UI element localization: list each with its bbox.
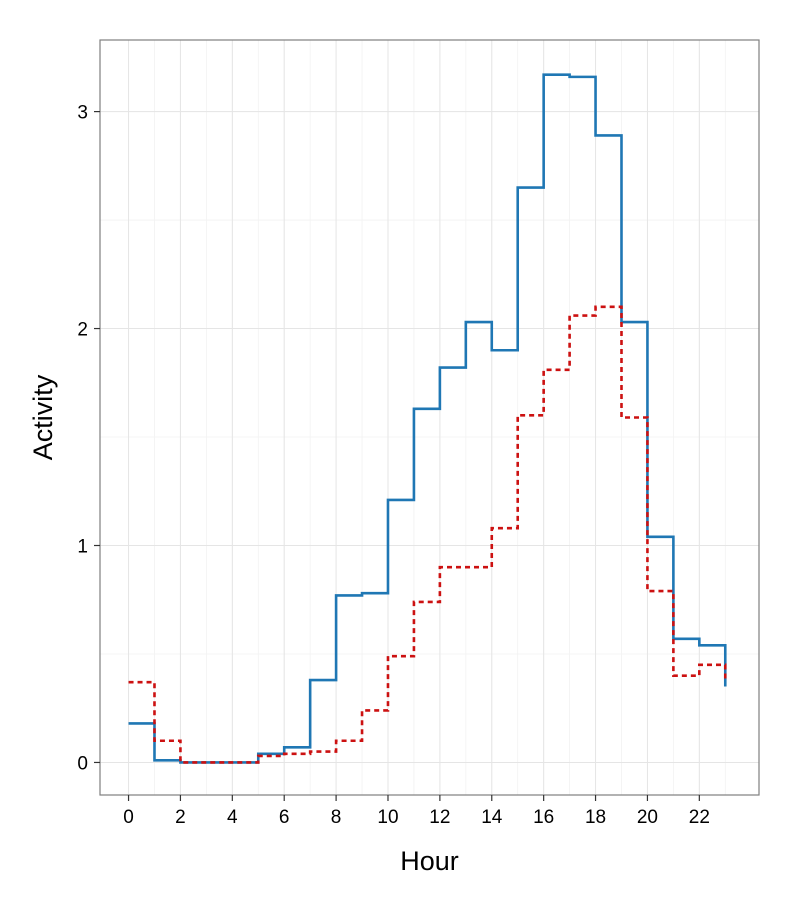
y-tick-label: 3 <box>77 103 88 124</box>
x-tick-label: 14 <box>481 807 503 828</box>
y-axis-title: Activity <box>28 374 58 460</box>
x-tick-label: 6 <box>279 807 290 828</box>
series-line-1 <box>128 73 727 764</box>
plot-panel <box>100 40 759 795</box>
x-tick-label: 0 <box>123 807 134 828</box>
x-tick-label: 22 <box>689 807 710 828</box>
x-tick-label: 12 <box>429 807 450 828</box>
x-tick-label: 4 <box>227 807 238 828</box>
x-tick-label: 10 <box>377 807 398 828</box>
series-line-2 <box>128 305 727 764</box>
x-tick-label: 20 <box>637 807 658 828</box>
y-tick-label: 2 <box>77 320 88 341</box>
series-layer <box>128 73 727 764</box>
x-tick-label: 2 <box>175 807 186 828</box>
y-tick-label: 0 <box>77 753 88 774</box>
major-gridlines <box>100 40 759 795</box>
y-tick-label: 1 <box>77 537 88 558</box>
x-tick-label: 16 <box>533 807 554 828</box>
plot-border <box>99 39 760 796</box>
x-tick-label: 18 <box>585 807 606 828</box>
x-axis-title: Hour <box>400 846 459 876</box>
x-tick-label: 8 <box>331 807 342 828</box>
y-axis: 0 1 2 3 <box>77 103 100 774</box>
x-axis: 0 2 4 6 8 10 12 14 16 18 20 22 <box>123 795 710 828</box>
